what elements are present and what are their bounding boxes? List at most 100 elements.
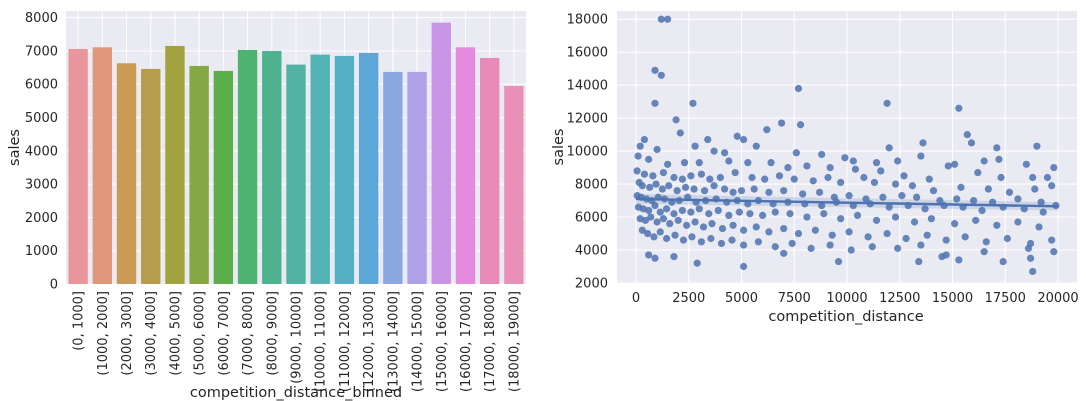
bar-y-tick-label: 8000 <box>25 11 58 26</box>
scatter-point <box>681 183 690 191</box>
scatter-point <box>894 244 902 252</box>
scatter-point <box>634 152 642 160</box>
bar-y-tick-label: 5000 <box>25 111 58 126</box>
scatter-point <box>1037 198 1045 206</box>
scatter-chart-gridlines <box>617 11 1077 284</box>
scatter-point <box>1035 223 1043 231</box>
scatter-point <box>740 226 748 234</box>
scatter-x-tick-label: 7500 <box>778 291 811 306</box>
scatter-point <box>809 177 817 185</box>
scatter-y-tick-label: 2000 <box>575 277 608 292</box>
bar <box>480 57 500 284</box>
scatter-point <box>796 121 805 129</box>
scatter-point <box>898 192 906 200</box>
scatter-point <box>864 233 872 241</box>
scatter-point <box>851 165 860 173</box>
scatter-point <box>790 175 798 183</box>
scatter-point <box>862 195 870 203</box>
scatter-point <box>666 220 674 228</box>
scatter-point <box>704 135 712 144</box>
bar-x-tick-label: (1000, 2000] <box>96 291 111 376</box>
scatter-chart-x-label: competition_distance <box>768 309 923 325</box>
scatter-point <box>936 196 944 205</box>
scatter-point <box>771 243 779 251</box>
scatter-point <box>879 193 887 201</box>
scatter-point <box>700 187 709 195</box>
bar <box>141 68 161 285</box>
bar <box>116 63 137 284</box>
scatter-point <box>872 159 881 167</box>
scatter-point <box>652 180 660 188</box>
scatter-point <box>917 241 925 249</box>
bar-x-tick-label: (9000, 10000] <box>290 291 305 384</box>
scatter-point <box>656 208 664 216</box>
scatter-point <box>740 135 748 144</box>
scatter-point <box>695 205 703 213</box>
scatter-point <box>891 180 900 188</box>
scatter-point <box>818 201 826 210</box>
scatter-point <box>872 216 881 224</box>
scatter-y-tick-label: 14000 <box>567 79 608 94</box>
scatter-point <box>815 188 824 196</box>
bar-y-tick-label: 0 <box>50 278 58 293</box>
scatter-point <box>807 244 815 252</box>
scatter-point <box>680 159 689 167</box>
bar <box>262 50 282 284</box>
bar-chart-y-label: sales <box>7 129 23 166</box>
scatter-point <box>678 206 687 215</box>
scatter-point <box>1020 205 1028 213</box>
scatter-x-tick-label: 0 <box>632 291 640 306</box>
scatter-point <box>689 99 697 107</box>
scatter-point <box>649 172 657 180</box>
scatter-point <box>691 142 699 150</box>
bar <box>237 49 258 284</box>
scatter-point <box>927 215 936 223</box>
scatter-point <box>993 144 1001 152</box>
bar <box>310 54 330 284</box>
scatter-point <box>643 229 652 238</box>
scatter-point <box>980 248 988 256</box>
scatter-point <box>657 71 665 79</box>
scatter-point <box>961 233 969 241</box>
scatter-point <box>870 178 879 187</box>
scatter-point <box>982 238 990 246</box>
scatter-point <box>868 243 876 251</box>
bar <box>92 47 112 284</box>
scatter-chart-points <box>633 15 1060 276</box>
scatter-point <box>951 160 959 168</box>
scatter-point <box>1033 142 1041 150</box>
scatter-point <box>651 254 659 262</box>
scatter-point <box>691 218 699 226</box>
scatter-point <box>1014 218 1022 226</box>
scatter-point <box>656 228 664 236</box>
scatter-y-tick-label: 18000 <box>567 13 608 28</box>
bar-chart-y-ticks: 0 1000 2000 3000 4000 5000 6000 7000 8000 <box>25 11 58 292</box>
scatter-point <box>707 234 715 243</box>
bar <box>165 45 185 284</box>
scatter-point <box>645 251 653 259</box>
scatter-point <box>910 218 919 226</box>
scatter-point <box>678 175 687 183</box>
scatter-point <box>651 99 659 107</box>
scatter-point <box>826 164 834 172</box>
scatter-point <box>750 185 758 193</box>
scatter-point <box>794 84 803 93</box>
scatter-point <box>995 155 1003 163</box>
scatter-point <box>638 182 646 190</box>
scatter-point <box>729 188 737 196</box>
scatter-x-tick-label: 10000 <box>826 291 867 306</box>
scatter-point <box>662 234 671 243</box>
scatter-point <box>1048 236 1056 244</box>
scatter-point <box>834 257 843 266</box>
bar-x-tick-label: (16000, 17000] <box>459 291 474 392</box>
scatter-point <box>1039 208 1047 216</box>
scatter-point <box>690 185 698 193</box>
bar-x-tick-label: (18000, 19000] <box>507 291 522 392</box>
scatter-point <box>919 139 927 147</box>
scatter-point <box>767 159 775 167</box>
scatter-point <box>651 66 659 74</box>
scatter-point <box>894 157 902 165</box>
scatter-point <box>921 205 929 213</box>
scatter-point <box>794 229 803 238</box>
